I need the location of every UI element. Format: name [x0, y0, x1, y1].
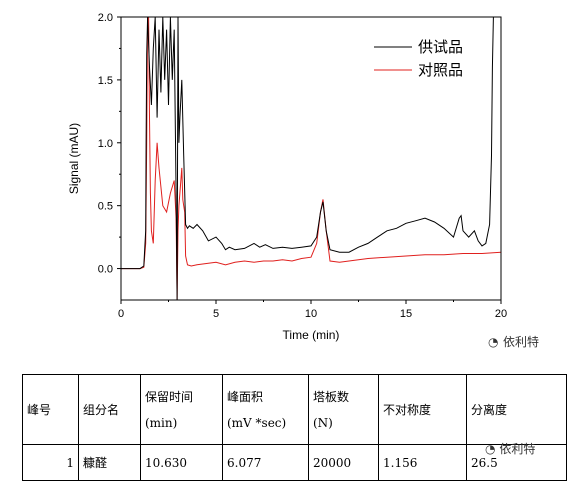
results-table-container: 峰号 组分名 保留时间 (min) 峰面积 (mV *sec) 塔板数 (N) 不对称度 分离度 … — [22, 374, 567, 481]
x-tick-label-3: 15 — [400, 308, 412, 320]
table-cell: 6.077 — [222, 444, 309, 481]
table-cell: 10.630 — [140, 444, 223, 481]
wechat-icon: ◔ — [488, 335, 498, 349]
y-tick-label-3: 1.5 — [98, 75, 113, 87]
header-line1: 塔板数 — [313, 389, 350, 404]
table-watermark: ◔ 依利特 — [485, 440, 535, 457]
x-tick-label-1: 5 — [213, 308, 219, 320]
table-header-cell: 组分名 — [78, 374, 141, 445]
table-watermark-text: 依利特 — [499, 442, 536, 456]
table-row: 1 糠醛 10.630 6.077 20000 1.156 26.5 — [22, 444, 567, 481]
y-tick-label-4: 2.0 — [98, 12, 113, 24]
header-line2: (N) — [313, 415, 333, 430]
series-line-0 — [121, 17, 494, 300]
table-header-cell: 峰号 — [22, 374, 79, 445]
x-tick-label-0: 0 — [118, 308, 124, 320]
chart-watermark-text: 依利特 — [503, 334, 539, 349]
x-tick-label-4: 20 — [495, 308, 507, 320]
x-axis-title: Time (min) — [283, 328, 340, 342]
header-line1: 组分名 — [83, 402, 120, 417]
table-header-cell: 保留时间 (min) — [140, 374, 223, 445]
header-line1: 不对称度 — [383, 402, 432, 417]
y-tick-label-0: 0.0 — [98, 264, 113, 276]
header-line1: 保留时间 — [145, 389, 194, 404]
chromatogram-chart: 0 5 10 15 20 0.0 0.5 1.0 1.5 2.0 Time (min) Signal … — [67, 12, 539, 349]
table-header-cell: 峰面积 (mV *sec) — [222, 374, 309, 445]
table-cell: 糠醛 — [78, 444, 141, 481]
table-header-cell: 分离度 — [466, 374, 567, 445]
table-cell: 26.5 — [466, 444, 567, 481]
header-line1: 分离度 — [471, 402, 508, 417]
y-axis-title: Signal (mAU) — [67, 123, 81, 194]
legend-label-1: 对照品 — [418, 61, 463, 79]
y-tick-label-2: 1.0 — [98, 138, 113, 150]
chart-svg: 0 5 10 15 20 0.0 0.5 1.0 1.5 2.0 Time (min) Signal … — [67, 12, 539, 349]
header-line2: (min) — [145, 415, 178, 430]
results-table: 峰号 组分名 保留时间 (min) 峰面积 (mV *sec) 塔板数 (N) 不对称度 分离度 … — [22, 374, 567, 481]
table-cell: 20000 — [308, 444, 379, 481]
header-line2: (mV *sec) — [227, 415, 287, 430]
wechat-icon: ◔ — [485, 442, 496, 456]
table-cell: 1 — [22, 444, 79, 481]
table-header-cell: 塔板数 (N) — [308, 374, 379, 445]
table-cell: 1.156 — [378, 444, 467, 481]
table-header-cell: 不对称度 — [378, 374, 467, 445]
header-line1: 峰面积 — [227, 389, 264, 404]
legend-label-0: 供试品 — [418, 38, 463, 56]
y-tick-label-1: 0.5 — [98, 201, 113, 213]
header-line1: 峰号 — [27, 402, 52, 417]
series-line-1 — [121, 17, 501, 300]
x-tick-label-2: 10 — [305, 308, 317, 320]
table-header-row: 峰号 组分名 保留时间 (min) 峰面积 (mV *sec) 塔板数 (N) 不对称度 分离度 — [22, 374, 567, 445]
